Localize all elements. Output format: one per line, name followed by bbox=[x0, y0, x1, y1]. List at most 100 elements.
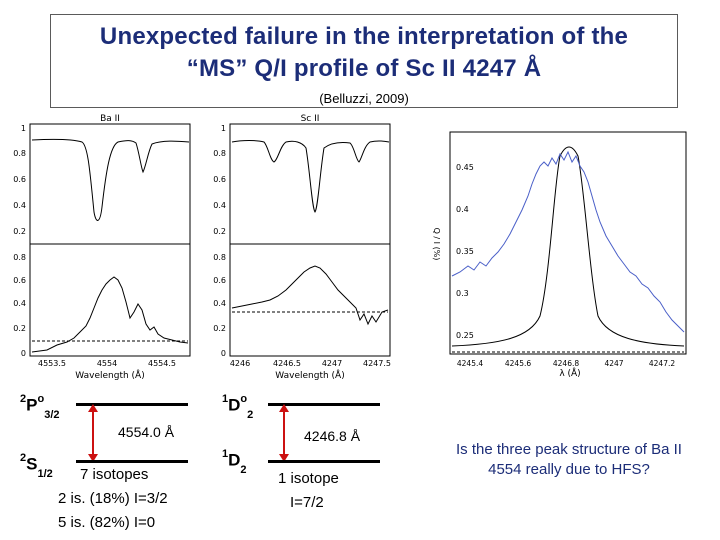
ba-upper-level-line bbox=[76, 403, 188, 406]
ba-transition-arrow bbox=[88, 404, 98, 462]
slide-title-line-2: “MS” Q/I profile of Sc II 4247 Å bbox=[186, 55, 542, 82]
sc-upper-letter: D bbox=[228, 395, 241, 415]
sc-xtick: 4247.5 bbox=[363, 359, 391, 368]
sc-intensity-profile bbox=[231, 140, 390, 213]
sc-lower-sub: 2 bbox=[240, 464, 247, 477]
ba-wavelength: 4554.0 Å bbox=[118, 424, 175, 440]
qi-xticks: 4245.4 4245.6 4246.8 4247 4247.2 bbox=[457, 359, 675, 368]
ba-ii-panel: Ba II 1 0.8 0.6 0.4 0.2 0.8 0.6 0.4 0.2 … bbox=[13, 114, 191, 381]
sc-ytick: 0.2 bbox=[213, 324, 226, 333]
qi-xtick: 4247 bbox=[604, 359, 623, 368]
ba-upper-sup: o bbox=[37, 393, 45, 405]
ba-bottom-frame bbox=[29, 243, 191, 357]
ba-lower-letter: S bbox=[26, 454, 38, 474]
sc-lower-level-line bbox=[268, 460, 380, 463]
qi-frame bbox=[449, 131, 687, 355]
sc-isotope-detail: I=7/2 bbox=[290, 494, 324, 511]
qi-ytick: 0.35 bbox=[456, 247, 474, 256]
sc-wavelength: 4246.8 Å bbox=[304, 428, 361, 444]
ba-upper-sub: 3/2 bbox=[44, 409, 60, 422]
ba-ytick: 0.8 bbox=[13, 149, 26, 158]
sc-lower-letter: D bbox=[228, 450, 241, 470]
sc-ytick: 0.4 bbox=[213, 201, 226, 210]
sc-bottom-yticks: 0.8 0.6 0.4 0.2 0 bbox=[213, 253, 226, 358]
citation: (Belluzzi, 2009) bbox=[319, 91, 409, 106]
ba-polarization-profile bbox=[31, 276, 189, 353]
ba-top-frame bbox=[29, 123, 191, 245]
sc-ytick: 1 bbox=[221, 124, 226, 133]
sc-xtick: 4247 bbox=[322, 359, 342, 368]
ba-isotopes: 7 isotopes bbox=[80, 466, 149, 483]
qi-y-axis-label: Q / I (%) bbox=[432, 228, 441, 261]
question-text: Is the three peak structure of Ba II 455… bbox=[456, 441, 682, 478]
sc-upper-sub: 2 bbox=[247, 409, 254, 422]
ba-upper-level-label: 2Po 3/2 bbox=[20, 393, 60, 422]
ba-panel-title: Ba II bbox=[100, 114, 120, 124]
ba-ytick: 0.8 bbox=[13, 253, 26, 262]
ba-ytick: 1 bbox=[21, 124, 26, 133]
sc-upper-term: 1 bbox=[222, 393, 229, 405]
sc-panel-title: Sc II bbox=[301, 114, 320, 124]
slide-title-line-1: Unexpected failure in the interpretation… bbox=[99, 23, 629, 50]
sc-xticks: 4246 4246.5 4247 4247.5 bbox=[230, 359, 391, 368]
sc-lower-term: 1 bbox=[222, 448, 229, 460]
q-over-i-panel: Q / I (%) 0.45 0.4 0.35 0.3 0.25 4245.4 … bbox=[432, 131, 687, 379]
ba-xtick: 4554 bbox=[97, 359, 117, 368]
ba-isotope-detail-2: 5 is. (82%) I=0 bbox=[58, 514, 156, 531]
sc-ytick: 0.2 bbox=[213, 227, 226, 236]
ba-upper-letter: P bbox=[26, 395, 38, 415]
sc-ytick: 0 bbox=[221, 349, 226, 358]
ba-lower-level-line bbox=[76, 460, 188, 463]
title-box: Unexpected failure in the interpretation… bbox=[50, 14, 678, 108]
ba-x-axis-label: Wavelength (Å) bbox=[75, 369, 144, 381]
ba-ytick: 0.6 bbox=[13, 175, 26, 184]
ba-ytick: 0.4 bbox=[13, 299, 26, 308]
sc-upper-sup: o bbox=[240, 393, 248, 405]
ba-upper-term: 2 bbox=[20, 393, 27, 405]
qi-ytick: 0.25 bbox=[456, 331, 474, 340]
qi-x-axis-label: λ (Å) bbox=[559, 367, 580, 379]
qi-xtick: 4245.4 bbox=[457, 359, 483, 368]
sc-xtick: 4246 bbox=[230, 359, 250, 368]
ba-isotope-detail-1: 2 is. (18%) I=3/2 bbox=[58, 490, 168, 507]
ba-ytick: 0 bbox=[21, 349, 26, 358]
ba-xticks: 4553.5 4554 4554.5 bbox=[38, 359, 176, 368]
sc-ytick: 0.4 bbox=[213, 299, 226, 308]
sc-x-axis-label: Wavelength (Å) bbox=[275, 369, 344, 381]
qi-observed-curve bbox=[451, 150, 685, 333]
ba-lower-term: 2 bbox=[20, 452, 27, 464]
ba-ytick: 0.2 bbox=[13, 324, 26, 333]
qi-xtick: 4247.2 bbox=[649, 359, 675, 368]
sc-lower-level-label: 1D2 bbox=[222, 448, 247, 477]
ba-lower-level-label: 2S1/2 bbox=[20, 452, 53, 481]
sc-isotopes: 1 isotope bbox=[278, 470, 339, 487]
sc-ytick: 0.8 bbox=[213, 149, 226, 158]
sc-upper-level-label: 1Do 2 bbox=[222, 393, 254, 422]
sc-xtick: 4246.5 bbox=[273, 359, 301, 368]
qi-xtick: 4245.6 bbox=[505, 359, 531, 368]
qi-ytick: 0.45 bbox=[456, 163, 474, 172]
ba-ytick: 0.4 bbox=[13, 201, 26, 210]
ba-xtick: 4554.5 bbox=[148, 359, 176, 368]
ba-lower-sub: 1/2 bbox=[37, 468, 53, 481]
sc-ytick: 0.6 bbox=[213, 175, 226, 184]
qi-yticks: 0.45 0.4 0.35 0.3 0.25 bbox=[456, 163, 474, 340]
qi-ytick: 0.4 bbox=[456, 205, 469, 214]
ba-ytick: 0.6 bbox=[13, 276, 26, 285]
qi-model-curve bbox=[451, 146, 685, 347]
sc-ytick: 0.6 bbox=[213, 276, 226, 285]
sc-polarization-profile bbox=[231, 265, 389, 326]
sc-transition-arrow bbox=[279, 404, 289, 462]
sc-top-yticks: 1 0.8 0.6 0.4 0.2 bbox=[213, 124, 226, 236]
qi-ytick: 0.3 bbox=[456, 289, 469, 298]
sc-ii-panel: Sc II 1 0.8 0.6 0.4 0.2 0.8 0.6 0.4 0.2 … bbox=[213, 114, 391, 381]
sc-bottom-frame bbox=[229, 243, 391, 357]
ba-top-yticks: 1 0.8 0.6 0.4 0.2 bbox=[13, 124, 26, 236]
ba-xtick: 4553.5 bbox=[38, 359, 66, 368]
qi-xtick: 4246.8 bbox=[553, 359, 579, 368]
sc-upper-level-line bbox=[268, 403, 380, 406]
ba-bottom-yticks: 0.8 0.6 0.4 0.2 0 bbox=[13, 253, 26, 358]
ba-ytick: 0.2 bbox=[13, 227, 26, 236]
sc-ytick: 0.8 bbox=[213, 253, 226, 262]
ba-intensity-profile bbox=[31, 138, 190, 221]
